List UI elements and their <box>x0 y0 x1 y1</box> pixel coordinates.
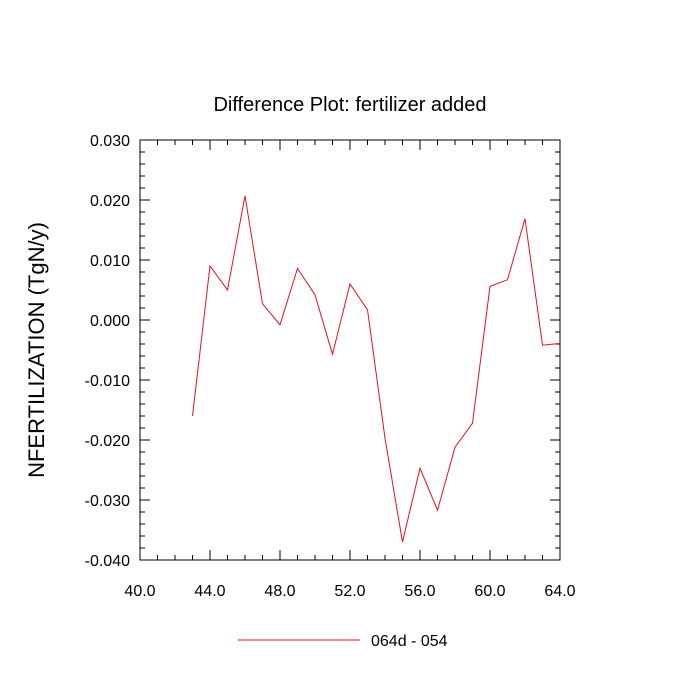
chart-title: Difference Plot: fertilizer added <box>213 94 486 116</box>
y-tick-label: -0.020 <box>85 433 130 450</box>
y-tick-label: -0.040 <box>85 553 130 570</box>
plot-area <box>139 139 561 561</box>
x-tick-label: 48.0 <box>264 583 295 600</box>
x-axis: 40.0 44.0 48.0 52.0 56.0 60.0 64.0 <box>124 140 576 600</box>
x-tick-label: 64.0 <box>544 583 575 600</box>
y-tick-label: 0.030 <box>90 133 130 150</box>
y-tick-label: 0.010 <box>90 253 130 270</box>
x-tick-label: 40.0 <box>124 583 155 600</box>
y-tick-label: -0.030 <box>85 493 130 510</box>
legend-label: 064d - 054 <box>371 633 448 650</box>
y-tick-label: 0.000 <box>90 313 130 330</box>
x-tick-label: 56.0 <box>404 583 435 600</box>
y-axis: -0.040 -0.030 -0.020 -0.010 0.000 0.010 0.020 0… <box>85 133 560 570</box>
legend: 064d - 054 <box>238 633 448 650</box>
y-axis-label: NFERTILIZATION (TgN/y) <box>24 222 49 478</box>
plot-frame <box>139 139 561 561</box>
x-tick-label: 44.0 <box>194 583 225 600</box>
y-tick-label: 0.020 <box>90 193 130 210</box>
y-tick-label: -0.010 <box>85 373 130 390</box>
series-lines <box>192 195 561 543</box>
x-tick-label: 60.0 <box>474 583 505 600</box>
x-tick-label: 52.0 <box>334 583 365 600</box>
series-line <box>192 195 561 543</box>
